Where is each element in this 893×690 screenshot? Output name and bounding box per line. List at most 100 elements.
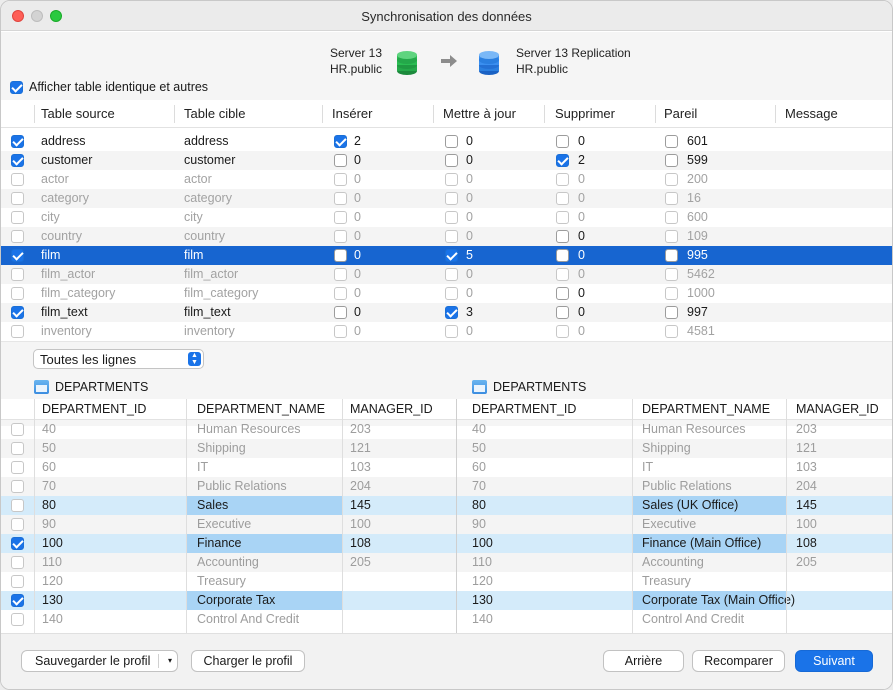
update-checkbox[interactable] [445, 192, 458, 205]
row-apply-checkbox[interactable] [11, 461, 24, 474]
delete-checkbox[interactable] [556, 249, 569, 262]
detail-row[interactable]: 130 Corporate Tax 130 Corporate Tax (Main O… [1, 591, 892, 610]
table-row[interactable]: category category 0 0 0 16 [1, 189, 892, 208]
close-window-button[interactable] [12, 10, 24, 22]
same-checkbox[interactable] [665, 306, 678, 319]
col-table-source[interactable]: Table source [41, 106, 115, 121]
minimize-window-button[interactable] [31, 10, 43, 22]
detail-row[interactable]: 110 Accounting 205 110 Accounting 205 [1, 553, 892, 572]
table-row[interactable]: address address 2 0 0 601 [1, 132, 892, 151]
row-apply-checkbox[interactable] [11, 423, 24, 436]
table-row[interactable]: film_text film_text 0 3 0 997 [1, 303, 892, 322]
delete-checkbox[interactable] [556, 306, 569, 319]
row-sync-checkbox[interactable] [11, 306, 24, 319]
table-row[interactable]: customer customer 0 0 2 599 [1, 151, 892, 170]
table-row[interactable]: inventory inventory 0 0 0 4581 [1, 322, 892, 341]
same-checkbox[interactable] [665, 268, 678, 281]
insert-checkbox[interactable] [334, 230, 347, 243]
row-sync-checkbox[interactable] [11, 325, 24, 338]
left-col-name[interactable]: DEPARTMENT_NAME [197, 402, 326, 416]
row-apply-checkbox[interactable] [11, 442, 24, 455]
table-row[interactable]: film film 0 5 0 995 [1, 246, 892, 265]
insert-checkbox[interactable] [334, 135, 347, 148]
delete-checkbox[interactable] [556, 325, 569, 338]
row-sync-checkbox[interactable] [11, 135, 24, 148]
table-row[interactable]: film_actor film_actor 0 0 0 5462 [1, 265, 892, 284]
table-row[interactable]: country country 0 0 0 109 [1, 227, 892, 246]
insert-checkbox[interactable] [334, 211, 347, 224]
same-checkbox[interactable] [665, 135, 678, 148]
table-row[interactable]: actor actor 0 0 0 200 [1, 170, 892, 189]
detail-row[interactable]: 60 IT 103 60 IT 103 [1, 458, 892, 477]
row-sync-checkbox[interactable] [11, 154, 24, 167]
row-apply-checkbox[interactable] [11, 518, 24, 531]
row-sync-checkbox[interactable] [11, 287, 24, 300]
col-message[interactable]: Message [785, 106, 838, 121]
insert-checkbox[interactable] [334, 306, 347, 319]
detail-row[interactable]: 40 Human Resources 203 40 Human Resources 203 [1, 420, 892, 439]
detail-row[interactable]: 120 Treasury 120 Treasury [1, 572, 892, 591]
zoom-window-button[interactable] [50, 10, 62, 22]
insert-checkbox[interactable] [334, 249, 347, 262]
row-apply-checkbox[interactable] [11, 499, 24, 512]
row-sync-checkbox[interactable] [11, 192, 24, 205]
insert-checkbox[interactable] [334, 154, 347, 167]
update-checkbox[interactable] [445, 154, 458, 167]
update-checkbox[interactable] [445, 287, 458, 300]
same-checkbox[interactable] [665, 287, 678, 300]
chevron-down-icon[interactable]: ▾ [167, 656, 172, 665]
left-col-manager[interactable]: MANAGER_ID [350, 402, 433, 416]
delete-checkbox[interactable] [556, 211, 569, 224]
row-apply-checkbox[interactable] [11, 575, 24, 588]
detail-row[interactable]: 50 Shipping 121 50 Shipping 121 [1, 439, 892, 458]
row-sync-checkbox[interactable] [11, 249, 24, 262]
update-checkbox[interactable] [445, 135, 458, 148]
recompare-button[interactable]: Recomparer [692, 650, 785, 672]
table-row[interactable]: film_category film_category 0 0 0 1000 [1, 284, 892, 303]
row-sync-checkbox[interactable] [11, 173, 24, 186]
row-apply-checkbox[interactable] [11, 537, 24, 550]
update-checkbox[interactable] [445, 173, 458, 186]
insert-checkbox[interactable] [334, 287, 347, 300]
right-col-name[interactable]: DEPARTMENT_NAME [642, 402, 771, 416]
left-col-id[interactable]: DEPARTMENT_ID [42, 402, 147, 416]
same-checkbox[interactable] [665, 230, 678, 243]
row-apply-checkbox[interactable] [11, 613, 24, 626]
delete-checkbox[interactable] [556, 192, 569, 205]
col-table-target[interactable]: Table cible [184, 106, 246, 121]
detail-row[interactable]: 70 Public Relations 204 70 Public Relations 2… [1, 477, 892, 496]
right-col-manager[interactable]: MANAGER_ID [796, 402, 879, 416]
same-checkbox[interactable] [665, 325, 678, 338]
row-sync-checkbox[interactable] [11, 268, 24, 281]
col-update[interactable]: Mettre à jour [443, 106, 516, 121]
col-insert[interactable]: Insérer [332, 106, 373, 121]
show-identical-check[interactable] [10, 80, 23, 94]
delete-checkbox[interactable] [556, 268, 569, 281]
row-sync-checkbox[interactable] [11, 211, 24, 224]
row-apply-checkbox[interactable] [11, 556, 24, 569]
same-checkbox[interactable] [665, 211, 678, 224]
insert-checkbox[interactable] [334, 268, 347, 281]
update-checkbox[interactable] [445, 211, 458, 224]
back-button[interactable]: Arrière [603, 650, 684, 672]
table-row[interactable]: city city 0 0 0 600 [1, 208, 892, 227]
insert-checkbox[interactable] [334, 173, 347, 186]
detail-row[interactable]: 90 Executive 100 90 Executive 100 [1, 515, 892, 534]
show-identical-checkbox[interactable]: Afficher table identique et autres [10, 80, 208, 94]
detail-row[interactable]: 140 Control And Credit 140 Control And Cred… [1, 610, 892, 629]
col-delete[interactable]: Supprimer [555, 106, 615, 121]
right-col-id[interactable]: DEPARTMENT_ID [472, 402, 577, 416]
delete-checkbox[interactable] [556, 154, 569, 167]
same-checkbox[interactable] [665, 154, 678, 167]
insert-checkbox[interactable] [334, 192, 347, 205]
update-checkbox[interactable] [445, 306, 458, 319]
update-checkbox[interactable] [445, 268, 458, 281]
update-checkbox[interactable] [445, 325, 458, 338]
save-profile-button[interactable]: Sauvegarder le profil ▾ [21, 650, 178, 672]
col-same[interactable]: Pareil [664, 106, 698, 121]
delete-checkbox[interactable] [556, 287, 569, 300]
update-checkbox[interactable] [445, 230, 458, 243]
detail-row[interactable]: 80 Sales 145 80 Sales (UK Office) 145 [1, 496, 892, 515]
load-profile-button[interactable]: Charger le profil [191, 650, 305, 672]
insert-checkbox[interactable] [334, 325, 347, 338]
